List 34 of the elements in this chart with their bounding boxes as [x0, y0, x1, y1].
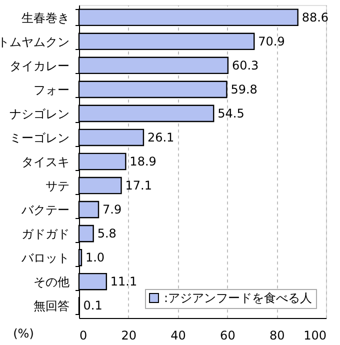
- legend-label: :アジアンフードを食べる人: [164, 291, 312, 305]
- y-tick-label: バクテー: [20, 203, 70, 218]
- y-tick-label: その他: [34, 275, 70, 290]
- data-label: 7.9: [102, 202, 122, 217]
- data-label: 0.1: [83, 298, 102, 313]
- y-tick-label: 生春巻き: [22, 10, 70, 25]
- y-tick-label: トムヤムクン: [0, 34, 70, 49]
- data-label: 17.1: [125, 178, 152, 193]
- y-tick-label: バロット: [20, 251, 70, 266]
- y-tick-label: フォー: [34, 82, 70, 97]
- data-label: 1.0: [85, 250, 105, 265]
- x-tick-label: 0: [80, 328, 88, 342]
- y-tick-label: タイカレー: [10, 58, 70, 73]
- data-label: 26.1: [147, 130, 174, 144]
- data-label: 54.5: [218, 106, 244, 120]
- y-tick-label: 無回答: [34, 299, 70, 314]
- x-tick-label: 80: [269, 328, 285, 342]
- data-label: 70.9: [258, 34, 285, 48]
- x-tick-label: 100: [304, 328, 326, 342]
- data-label: 5.8: [97, 226, 116, 241]
- x-tick-label: 60: [220, 328, 236, 342]
- y-tick-label: タイスキ: [22, 155, 70, 169]
- data-label: 59.8: [230, 82, 258, 96]
- y-tick-label: ミーゴレン: [10, 130, 70, 145]
- y-tick-label: ガドガド: [22, 227, 70, 242]
- data-label: 18.9: [130, 154, 156, 168]
- x-axis-title: (%): [13, 326, 34, 340]
- data-label: 60.3: [232, 58, 259, 72]
- x-tick-label: 40: [170, 328, 186, 342]
- data-label: 11.1: [110, 274, 138, 289]
- y-tick-label: ナシゴレン: [10, 106, 70, 121]
- y-tick-label: サテ: [46, 179, 70, 194]
- x-tick-label: 20: [121, 328, 137, 342]
- data-label: 88.6: [302, 10, 329, 24]
